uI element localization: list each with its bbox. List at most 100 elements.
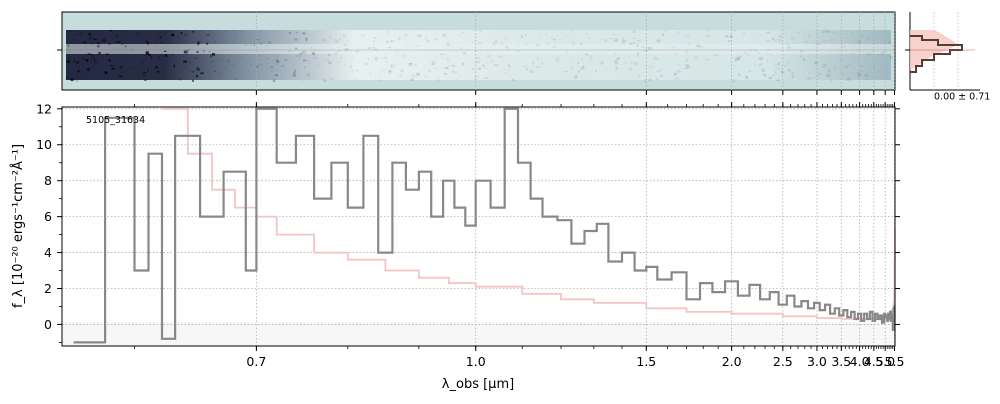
- noise-pixel: [373, 40, 376, 42]
- noise-pixel: [841, 45, 846, 48]
- noise-pixel: [349, 64, 353, 68]
- noise-pixel: [69, 30, 71, 32]
- noise-pixel: [826, 74, 831, 77]
- noise-pixel: [148, 53, 151, 56]
- noise-pixel: [155, 43, 158, 46]
- noise-pixel: [192, 79, 194, 82]
- noise-pixel: [194, 57, 199, 59]
- spectrum-1d-panel: 0.7 1.0 1.5 2.0 2.5 3.0 3.54.04.55.05.5 0 2 4 6 8 1…: [10, 101, 904, 392]
- noise-pixel: [695, 45, 697, 47]
- noise-pixel: [676, 70, 681, 73]
- noise-pixel: [672, 46, 675, 49]
- noise-pixel: [851, 44, 854, 46]
- noise-pixel: [395, 64, 398, 66]
- noise-pixel: [640, 64, 644, 65]
- noise-pixel: [733, 30, 736, 32]
- noise-pixel: [803, 35, 805, 39]
- noise-pixel: [571, 41, 574, 43]
- y-tick-label: 0: [44, 317, 52, 332]
- noise-pixel: [294, 38, 298, 41]
- noise-pixel: [434, 67, 437, 69]
- noise-pixel: [300, 79, 303, 82]
- noise-pixel: [428, 70, 431, 73]
- noise-pixel: [424, 75, 428, 78]
- noise-pixel: [685, 50, 688, 54]
- noise-pixel: [637, 40, 641, 42]
- noise-pixel: [411, 74, 416, 77]
- noise-pixel: [373, 46, 376, 49]
- noise-pixel: [180, 32, 183, 34]
- noise-pixel: [444, 67, 449, 69]
- noise-pixel: [354, 79, 358, 81]
- noise-pixel: [493, 42, 495, 46]
- noise-pixel: [446, 57, 450, 60]
- noise-pixel: [713, 54, 717, 56]
- noise-pixel: [86, 68, 90, 71]
- noise-pixel: [228, 60, 230, 64]
- noise-pixel: [724, 35, 729, 38]
- noise-pixel: [206, 42, 208, 45]
- noise-pixel: [768, 53, 773, 55]
- noise-pixel: [877, 71, 881, 73]
- noise-pixel: [197, 41, 200, 45]
- noise-pixel: [82, 41, 87, 44]
- noise-pixel: [623, 58, 625, 61]
- noise-pixel: [728, 40, 731, 43]
- x-tick-label: 5.5: [885, 354, 905, 369]
- noise-pixel: [199, 40, 202, 43]
- noise-pixel: [490, 60, 494, 62]
- noise-pixel: [310, 47, 313, 49]
- noise-pixel: [777, 39, 781, 41]
- noise-pixel: [463, 41, 464, 42]
- noise-pixel: [299, 53, 303, 56]
- noise-pixel: [888, 41, 891, 44]
- noise-pixel: [601, 39, 603, 40]
- noise-pixel: [471, 42, 474, 44]
- noise-pixel: [851, 52, 855, 54]
- noise-pixel: [477, 51, 480, 54]
- noise-pixel: [196, 66, 199, 69]
- noise-pixel: [573, 43, 575, 46]
- noise-pixel: [563, 70, 568, 73]
- noise-pixel: [891, 80, 893, 82]
- noise-pixel: [846, 77, 851, 81]
- noise-pixel: [582, 66, 586, 69]
- noise-pixel: [440, 53, 445, 55]
- noise-pixel: [647, 46, 652, 50]
- noise-pixel: [118, 75, 123, 77]
- noise-pixel: [172, 63, 174, 66]
- noise-pixel: [86, 74, 88, 76]
- noise-pixel: [386, 60, 389, 63]
- noise-pixel: [832, 32, 836, 34]
- noise-pixel: [214, 70, 216, 72]
- noise-pixel: [790, 37, 795, 40]
- noise-pixel: [766, 31, 770, 34]
- noise-pixel: [776, 67, 780, 70]
- noise-pixel: [634, 53, 635, 55]
- noise-pixel: [403, 39, 405, 42]
- noise-pixel: [515, 69, 517, 71]
- histogram-panel: 0.00 ± 0.71: [905, 12, 990, 102]
- noise-pixel: [716, 54, 719, 57]
- noise-pixel: [384, 56, 388, 59]
- noise-pixel: [775, 72, 777, 75]
- noise-pixel: [347, 40, 349, 42]
- noise-pixel: [505, 72, 507, 74]
- noise-pixel: [111, 67, 116, 70]
- noise-pixel: [685, 64, 687, 66]
- noise-pixel: [525, 43, 528, 46]
- noise-pixel: [486, 61, 489, 64]
- noise-pixel: [643, 39, 646, 40]
- noise-pixel: [314, 53, 319, 56]
- noise-pixel: [585, 53, 589, 56]
- noise-pixel: [210, 54, 212, 58]
- noise-pixel: [605, 45, 607, 47]
- noise-pixel: [774, 39, 776, 41]
- noise-pixel: [792, 72, 795, 75]
- noise-pixel: [556, 70, 558, 74]
- noise-pixel: [738, 55, 742, 58]
- noise-pixel: [617, 79, 619, 81]
- noise-pixel: [66, 76, 68, 79]
- noise-pixel: [638, 75, 640, 79]
- noise-pixel: [259, 42, 263, 45]
